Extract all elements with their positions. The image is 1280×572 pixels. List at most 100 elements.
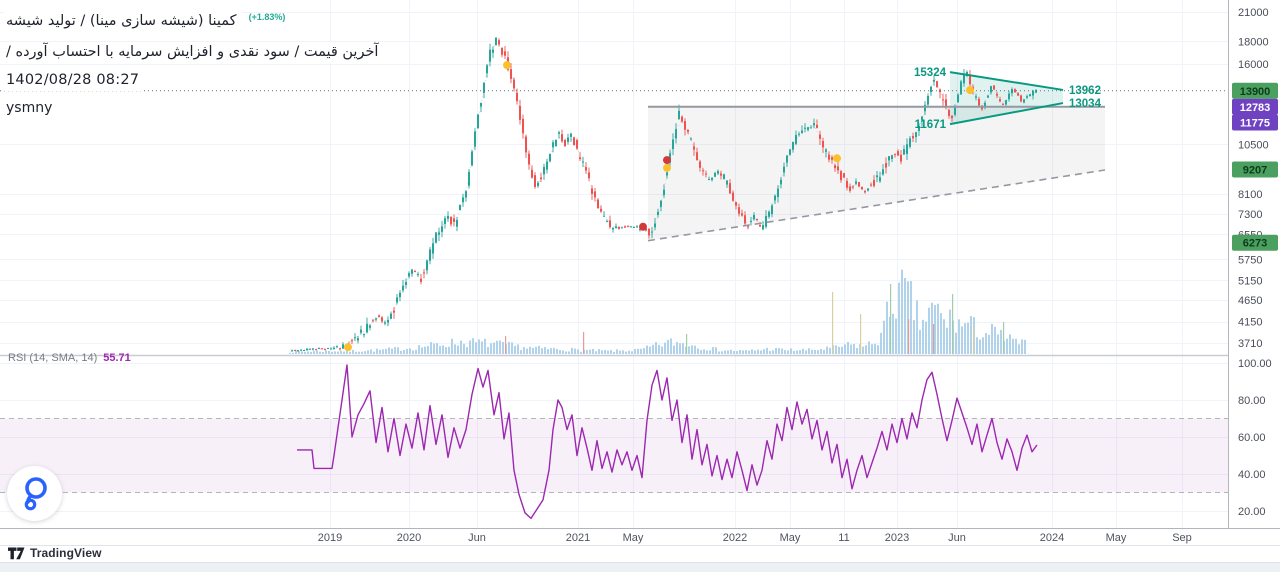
volume-bar [853, 344, 855, 354]
candle-body [765, 216, 767, 227]
volume-bar [796, 350, 798, 354]
candle-body [324, 349, 326, 351]
volume-bar [535, 346, 537, 354]
dividend-marker-yellow[interactable] [663, 163, 671, 172]
volume-bar [301, 351, 303, 354]
candle-body [690, 138, 692, 140]
volume-bar [328, 350, 330, 354]
candle-body [537, 182, 539, 187]
volume-bar [688, 346, 690, 354]
volume-bar [613, 351, 615, 354]
candle-body [615, 226, 617, 229]
candle-body [315, 349, 317, 351]
event-markers [344, 61, 974, 352]
volume-bar [550, 348, 552, 354]
price-axis[interactable]: 2100018000160001050081007300655057505150… [1228, 0, 1280, 545]
dividend-marker-yellow[interactable] [966, 86, 974, 95]
volume-bar [343, 351, 345, 354]
wedge-upper-line[interactable] [949, 71, 1064, 91]
volume-bar [766, 347, 768, 354]
time-axis-bg[interactable] [0, 528, 1280, 546]
price-axis-tick: 18000 [1238, 36, 1269, 48]
candle-body [384, 322, 386, 324]
candle-body [789, 149, 791, 155]
volume-bars [289, 269, 1026, 354]
time-axis-tick: Sep [1172, 532, 1192, 544]
dividend-marker-yellow[interactable] [344, 343, 352, 352]
candle-body [387, 319, 389, 323]
wedge-price-label: 13034 [1069, 98, 1102, 110]
volume-bar [934, 304, 936, 354]
author-watermark: ysmny [4, 99, 58, 118]
volume-bar [661, 346, 663, 354]
volume-bar [691, 345, 693, 354]
symbol-title: کمینا (شیشه سازی مینا) / تولید شیشه [4, 11, 242, 32]
time-axis[interactable]: 2019 2020 Jun 2021 May 2022 May 11 2023 Jun 2024 Ma… [0, 528, 1280, 546]
candle-body [855, 181, 857, 184]
candle-body [1032, 91, 1034, 96]
volume-bar [829, 347, 831, 354]
candle-body [717, 170, 719, 174]
time-axis-tick: 2024 [1040, 532, 1064, 544]
volume-bar [604, 349, 606, 354]
event-marker-red[interactable] [663, 156, 671, 165]
event-marker-red[interactable] [639, 222, 647, 231]
volume-bar [439, 345, 441, 354]
candle-body [915, 132, 917, 138]
volume-bar [718, 351, 720, 354]
candle-body [399, 292, 401, 297]
candle-body [468, 172, 470, 186]
volume-bar [679, 343, 681, 354]
volume-bar [751, 349, 753, 354]
candle-body [1008, 93, 1010, 100]
candle-body [813, 123, 815, 126]
volume-bar [559, 350, 561, 354]
dividend-marker-yellow[interactable] [833, 154, 841, 163]
volume-bar [502, 342, 504, 354]
tradingview-attribution[interactable]: TradingView [8, 546, 102, 560]
volume-bar [358, 351, 360, 354]
volume-bar [793, 350, 795, 354]
candle-body [609, 220, 611, 228]
candle-body [498, 40, 500, 45]
volume-bar [658, 344, 660, 354]
volume-bar [349, 351, 351, 354]
candle-body [627, 226, 629, 228]
candle-body [606, 221, 608, 223]
rsi-indicator-value: 55.71 [103, 352, 131, 364]
volume-bar [307, 351, 309, 354]
channel-bottom-trendline[interactable] [647, 169, 1106, 242]
rsi-indicator-legend[interactable]: RSI (14, SMA, 14) 55.71 [8, 352, 131, 364]
candle-body [792, 141, 794, 150]
volume-bar [907, 281, 909, 354]
volume-bar [610, 350, 612, 354]
price-axis-bg[interactable] [1228, 0, 1280, 545]
candle-body [873, 179, 875, 187]
volume-bar [742, 350, 744, 354]
candle-body [777, 188, 779, 198]
volume-bar [820, 348, 822, 354]
volume-bar [643, 348, 645, 354]
candle-body [447, 215, 449, 219]
volume-bar [676, 342, 678, 354]
candle-body [879, 177, 881, 182]
bottom-bar [0, 562, 1280, 572]
candle-body [801, 130, 803, 134]
dividend-marker-yellow[interactable] [503, 61, 511, 70]
volume-bar [784, 350, 786, 354]
volume-bar [574, 348, 576, 354]
candle-body [393, 310, 395, 313]
wedge-lower-line[interactable] [949, 102, 1064, 126]
volume-bar [508, 341, 510, 354]
magnifier-loop-icon [24, 476, 47, 510]
volume-bar [733, 350, 735, 354]
volume-bar [616, 349, 618, 354]
volume-spike [505, 336, 507, 354]
price-badge-value: 13900 [1240, 86, 1271, 98]
candle-body [705, 173, 707, 175]
candle-body [747, 226, 749, 228]
volume-bar [448, 346, 450, 354]
volume-bar [397, 347, 399, 354]
